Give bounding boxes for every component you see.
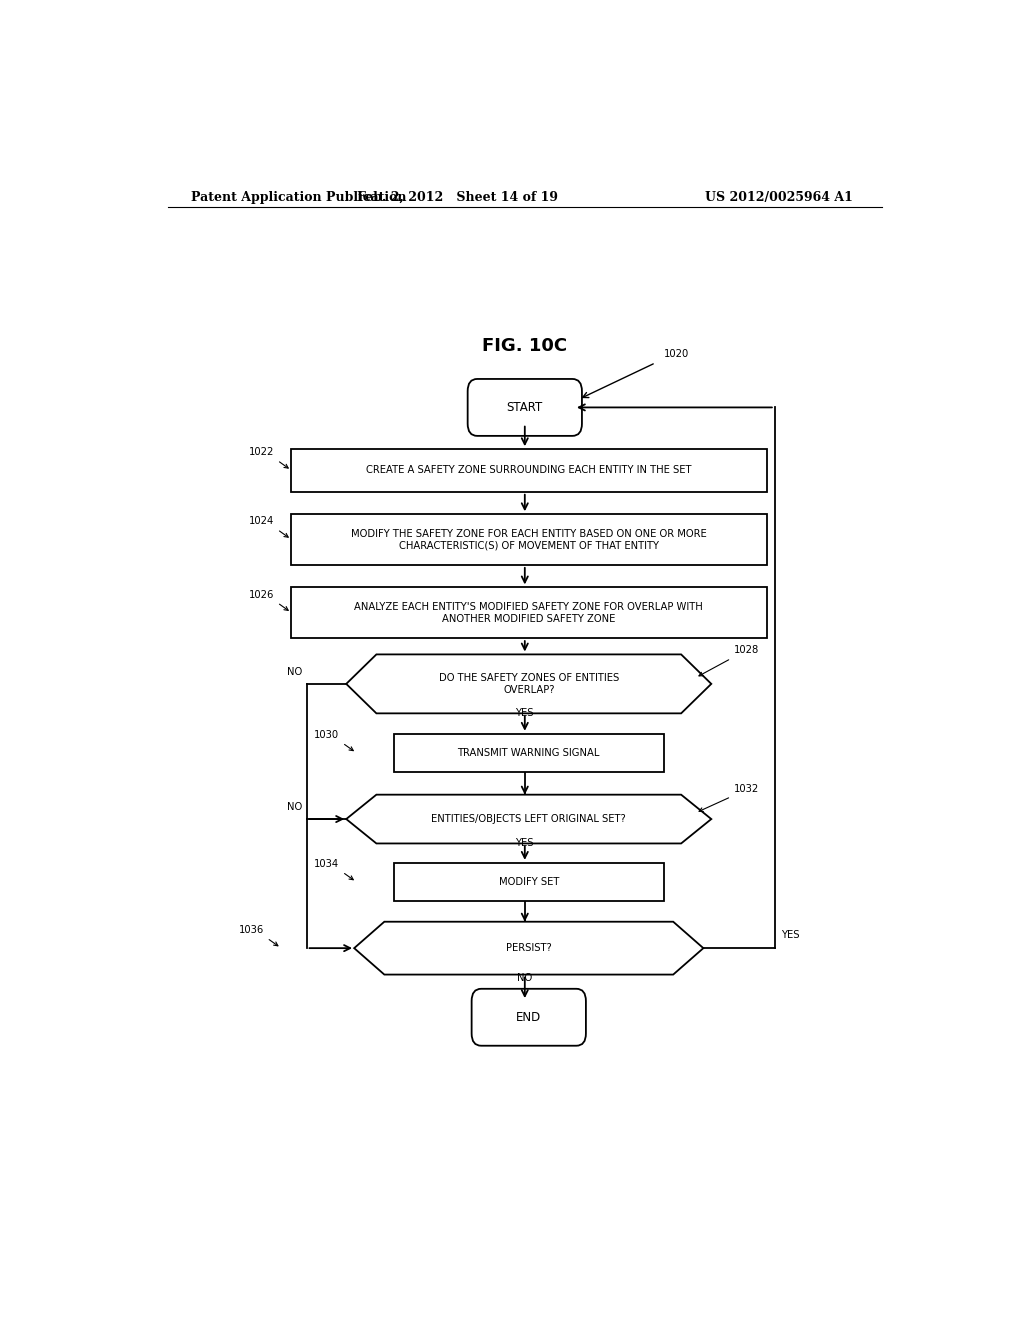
Text: YES: YES (781, 931, 800, 940)
Text: Patent Application Publication: Patent Application Publication (191, 190, 407, 203)
Text: 1020: 1020 (664, 348, 689, 359)
Text: YES: YES (515, 838, 535, 847)
Text: MODIFY SET: MODIFY SET (499, 876, 559, 887)
Polygon shape (346, 795, 712, 843)
Text: 1034: 1034 (314, 859, 339, 869)
Bar (394, 863, 664, 902)
FancyBboxPatch shape (468, 379, 582, 436)
Text: 1032: 1032 (733, 784, 759, 793)
Text: NO: NO (288, 801, 303, 812)
Text: ANALYZE EACH ENTITY'S MODIFIED SAFETY ZONE FOR OVERLAP WITH
ANOTHER MODIFIED SAF: ANALYZE EACH ENTITY'S MODIFIED SAFETY ZO… (354, 602, 703, 623)
Bar (291, 449, 767, 492)
Text: FIG. 10C: FIG. 10C (482, 338, 567, 355)
Text: 1026: 1026 (249, 590, 274, 599)
FancyBboxPatch shape (472, 989, 586, 1045)
Polygon shape (354, 921, 703, 974)
Bar (291, 587, 767, 638)
Text: DO THE SAFETY ZONES OF ENTITIES
OVERLAP?: DO THE SAFETY ZONES OF ENTITIES OVERLAP? (438, 673, 618, 694)
Text: US 2012/0025964 A1: US 2012/0025964 A1 (705, 190, 853, 203)
Text: TRANSMIT WARNING SIGNAL: TRANSMIT WARNING SIGNAL (458, 748, 600, 758)
Text: 1036: 1036 (239, 925, 264, 935)
Text: YES: YES (515, 709, 535, 718)
Text: PERSIST?: PERSIST? (506, 944, 552, 953)
Text: NO: NO (517, 973, 532, 982)
Text: 1024: 1024 (249, 516, 274, 527)
Text: ENTITIES/OBJECTS LEFT ORIGINAL SET?: ENTITIES/OBJECTS LEFT ORIGINAL SET? (431, 814, 626, 824)
Polygon shape (346, 655, 712, 713)
Text: CREATE A SAFETY ZONE SURROUNDING EACH ENTITY IN THE SET: CREATE A SAFETY ZONE SURROUNDING EACH EN… (366, 466, 691, 475)
Text: NO: NO (288, 667, 303, 677)
Text: 1028: 1028 (733, 645, 759, 656)
Text: 1022: 1022 (249, 447, 274, 457)
Bar (291, 513, 767, 565)
Bar (394, 734, 664, 772)
Text: END: END (516, 1011, 542, 1024)
Text: MODIFY THE SAFETY ZONE FOR EACH ENTITY BASED ON ONE OR MORE
CHARACTERISTIC(S) OF: MODIFY THE SAFETY ZONE FOR EACH ENTITY B… (351, 529, 707, 550)
Text: 1030: 1030 (314, 730, 339, 739)
Text: START: START (507, 401, 543, 414)
Text: Feb. 2, 2012   Sheet 14 of 19: Feb. 2, 2012 Sheet 14 of 19 (356, 190, 558, 203)
